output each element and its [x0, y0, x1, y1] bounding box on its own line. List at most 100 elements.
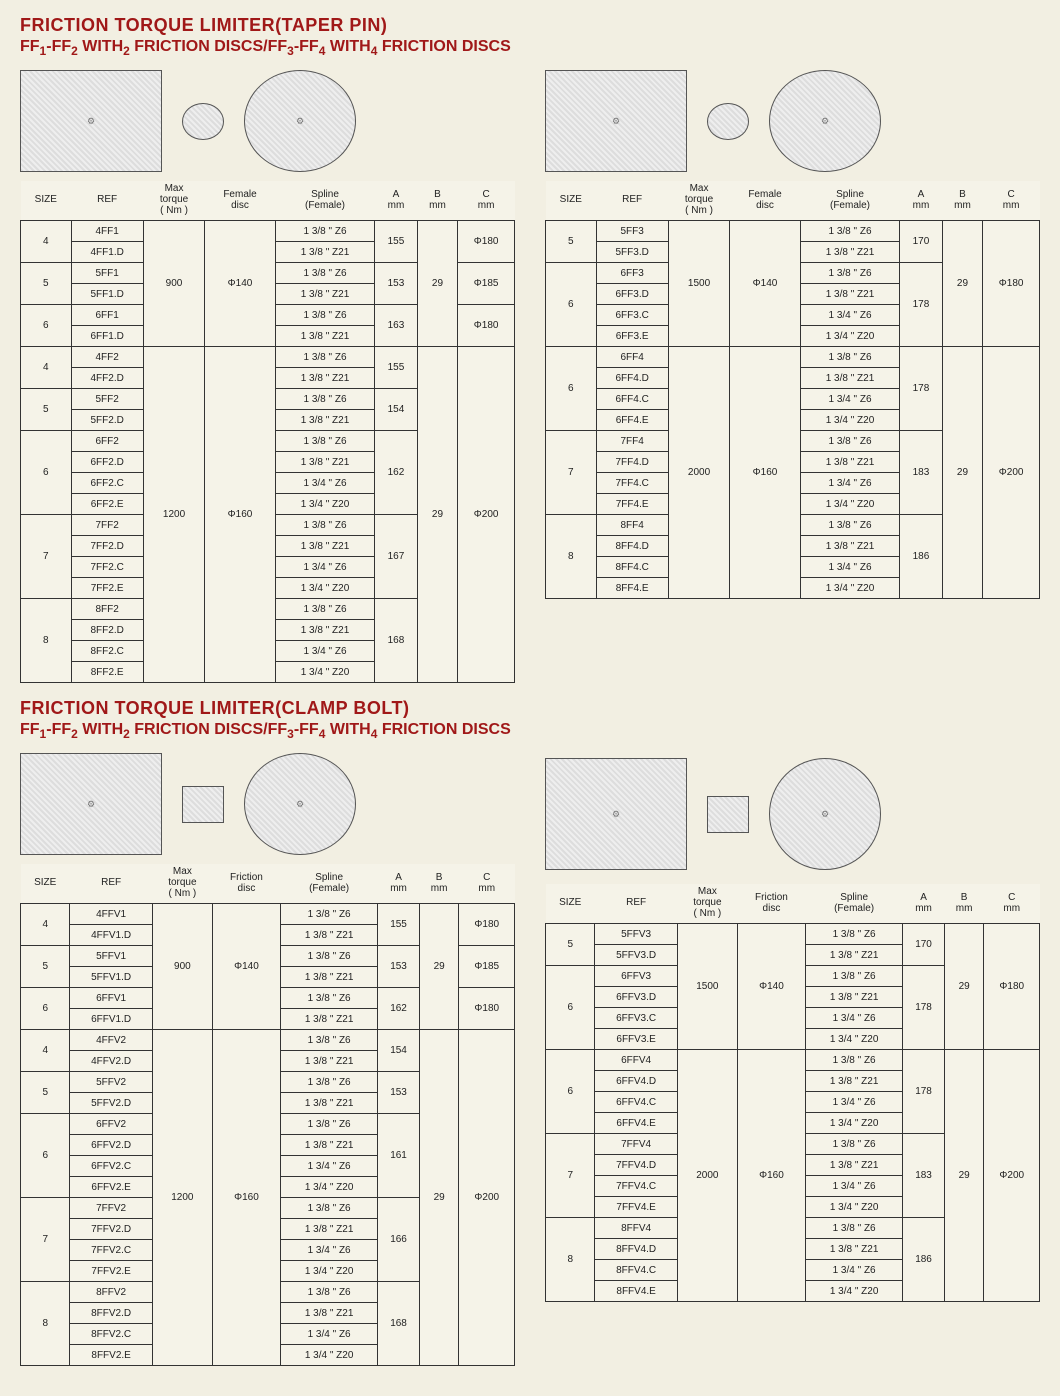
section2-title: FRICTION TORQUE LIMITER(CLAMP BOLT) — [20, 698, 1040, 719]
cell: 4FF1 — [71, 221, 143, 242]
cell: 8FF4.E — [596, 578, 668, 599]
hdr-b: B mm — [417, 181, 458, 221]
cell: 5FF2 — [71, 389, 143, 410]
cell: 1 3/8 " Z21 — [805, 945, 902, 966]
cell: 7FF2 — [71, 515, 143, 536]
cell: 7 — [21, 515, 72, 599]
cell: 168 — [375, 599, 417, 683]
cell: 1 3/8 " Z6 — [280, 1282, 377, 1303]
cell: 1 3/4 " Z6 — [800, 305, 900, 326]
table-s2-right: SIZE REF Max torque ( Nm ) Friction disc… — [545, 884, 1040, 1302]
cell: 1 3/4 " Z6 — [805, 1008, 902, 1029]
cell: 7FFV2.D — [70, 1219, 152, 1240]
cell: 1 3/8 " Z6 — [800, 431, 900, 452]
cell: 1 3/8 " Z21 — [280, 925, 377, 946]
section2-right: ⚙ ⚙ SIZE REF Max torque ( Nm ) Friction … — [545, 749, 1040, 1366]
cell: 7FFV4.D — [595, 1155, 677, 1176]
cell: 5FF3 — [596, 221, 668, 242]
cell: 1 3/4 " Z20 — [800, 494, 900, 515]
cell: 154 — [378, 1030, 419, 1072]
cell: 8FF2 — [71, 599, 143, 620]
table-row: 44FFV1900Φ1401 3/8 " Z615529Φ180 — [21, 904, 515, 925]
cell: 1500 — [668, 221, 730, 347]
diagram-face-view: ⚙ — [769, 758, 881, 870]
cell: 154 — [375, 389, 417, 431]
cell: 1 3/8 " Z21 — [275, 326, 375, 347]
cell: 4 — [21, 347, 72, 389]
hdr-torque: Max torque ( Nm ) — [143, 181, 205, 221]
cell: 1 3/4 " Z6 — [275, 473, 375, 494]
cell: 1200 — [152, 1030, 212, 1366]
cell: 6 — [21, 431, 72, 515]
diagram-face-view: ⚙ — [244, 70, 356, 172]
cell: 1 3/4 " Z20 — [805, 1197, 902, 1218]
cell: 8FFV4 — [595, 1218, 677, 1239]
cell: 29 — [942, 221, 983, 347]
cell: 1 3/4 " Z20 — [280, 1345, 377, 1366]
cell: 900 — [152, 904, 212, 1030]
cell: 167 — [375, 515, 417, 599]
cell: 168 — [378, 1282, 419, 1366]
cell: 1 3/8 " Z21 — [280, 967, 377, 988]
cell: 8FFV2.D — [70, 1303, 152, 1324]
cell: 1 3/8 " Z6 — [280, 988, 377, 1009]
cell: 7FF2.C — [71, 557, 143, 578]
cell: Φ180 — [459, 904, 515, 946]
cell: 29 — [417, 347, 458, 683]
cell: 4FF2.D — [71, 368, 143, 389]
cell: 6FFV1.D — [70, 1009, 152, 1030]
cell: 6 — [21, 988, 70, 1030]
cell: 6FF1 — [71, 305, 143, 326]
cell: 7 — [546, 431, 597, 515]
cell: 8FF4.C — [596, 557, 668, 578]
cell: 8FF4.D — [596, 536, 668, 557]
cell: 1 3/4 " Z20 — [280, 1261, 377, 1282]
cell: 4FF1.D — [71, 242, 143, 263]
cell: Φ180 — [458, 221, 515, 263]
cell: 1 3/8 " Z6 — [805, 1050, 902, 1071]
section1-body: ⚙ ⚙ SIZE REF Max torque ( Nm ) Female di… — [20, 66, 1040, 683]
cell: 1 3/8 " Z6 — [275, 515, 375, 536]
cell: 7FFV4 — [595, 1134, 677, 1155]
cell: 2000 — [668, 347, 730, 599]
cell: Φ180 — [984, 924, 1040, 1050]
cell: 1 3/4 " Z6 — [800, 389, 900, 410]
section2-left: ⚙ ⚙ SIZE REF Max torque ( Nm ) Friction … — [20, 749, 515, 1366]
cell: 1 3/8 " Z6 — [805, 924, 902, 945]
cell: 7FF4.D — [596, 452, 668, 473]
diagram-section-view: ⚙ — [20, 753, 162, 855]
cell: 8FFV2.E — [70, 1345, 152, 1366]
cell: 1 3/4 " Z6 — [275, 641, 375, 662]
cell: 1 3/8 " Z21 — [275, 536, 375, 557]
cell: 8FFV4.C — [595, 1260, 677, 1281]
cell: 4FF2 — [71, 347, 143, 368]
cell: Φ160 — [737, 1050, 805, 1302]
cell: 6FF2.C — [71, 473, 143, 494]
cell: 1 3/4 " Z20 — [800, 410, 900, 431]
cell: 1 3/8 " Z21 — [805, 1071, 902, 1092]
cell: 1 3/8 " Z6 — [275, 389, 375, 410]
cell: Φ160 — [730, 347, 800, 599]
cell: 1 3/8 " Z21 — [805, 1155, 902, 1176]
cell: 6FFV2.D — [70, 1135, 152, 1156]
cell: 6FF4.C — [596, 389, 668, 410]
cell: Φ160 — [205, 347, 275, 683]
diagram-ring — [707, 103, 749, 140]
cell: 6FF4 — [596, 347, 668, 368]
cell: 7FFV4.C — [595, 1176, 677, 1197]
cell: 29 — [944, 1050, 984, 1302]
cell: 1 3/4 " Z20 — [275, 578, 375, 599]
diagram-row: ⚙ ⚙ — [20, 66, 515, 176]
cell: 170 — [900, 221, 942, 263]
cell: 6 — [21, 1114, 70, 1198]
cell: 5FFV3 — [595, 924, 677, 945]
cell: 6FF2.E — [71, 494, 143, 515]
cell: 166 — [378, 1198, 419, 1282]
section2-subtitle: FF1-FF2 WITH2 FRICTION DISCS/FF3-FF4 WIT… — [20, 721, 1040, 741]
table-s1-right: SIZE REF Max torque ( Nm ) Female disc S… — [545, 181, 1040, 599]
cell: Φ180 — [983, 221, 1040, 347]
cell: 8 — [21, 599, 72, 683]
diagram-section-view: ⚙ — [545, 70, 687, 172]
cell: 1 3/8 " Z21 — [275, 620, 375, 641]
cell: 6FF2 — [71, 431, 143, 452]
